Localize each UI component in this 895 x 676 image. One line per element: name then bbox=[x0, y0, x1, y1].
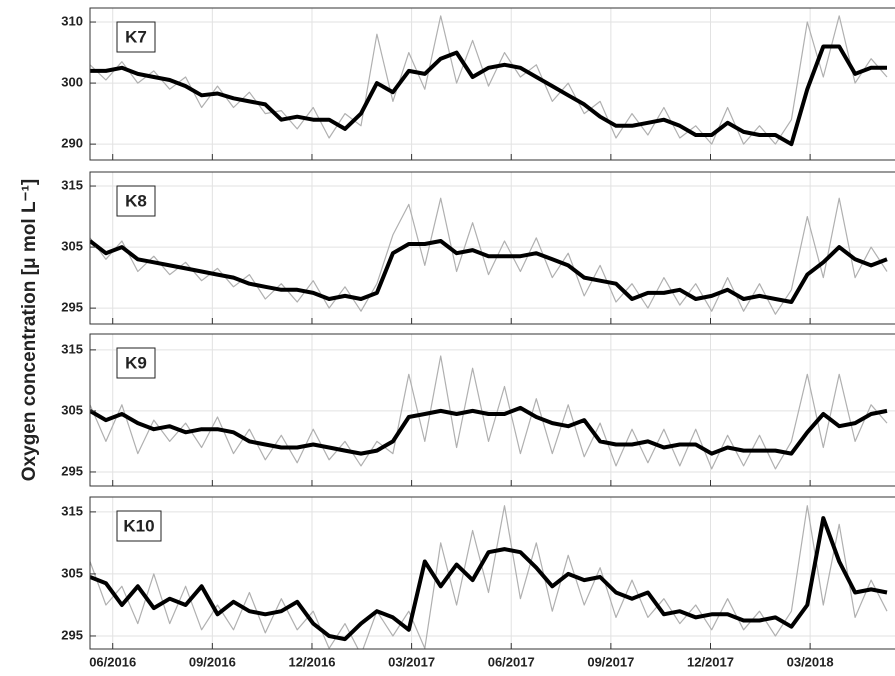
x-tick-label: 09/2016 bbox=[189, 654, 236, 669]
panel-label: K7 bbox=[125, 27, 147, 46]
panel-frame bbox=[89, 171, 895, 325]
panel-label: K9 bbox=[125, 353, 147, 372]
x-tick-label: 03/2017 bbox=[388, 654, 435, 669]
y-tick-label: 295 bbox=[61, 627, 83, 642]
x-tick-label: 09/2017 bbox=[587, 654, 634, 669]
panel-label-box bbox=[116, 21, 156, 53]
data-line bbox=[90, 44, 887, 147]
y-tick-label: 305 bbox=[61, 239, 83, 254]
y-axis-label: Oxygen concentration [μ mol L⁻¹] bbox=[19, 179, 40, 481]
data-line bbox=[90, 239, 888, 304]
y-tick-label: 300 bbox=[61, 75, 83, 90]
panel-frame bbox=[89, 496, 895, 650]
panel-frame bbox=[89, 7, 895, 161]
panel-bg bbox=[90, 172, 895, 324]
panel-label-box bbox=[116, 510, 162, 542]
panel-bg bbox=[90, 334, 895, 486]
x-tick-label: 03/2018 bbox=[787, 654, 834, 669]
y-tick-label: 305 bbox=[61, 402, 83, 417]
y-tick-label: 290 bbox=[61, 136, 83, 151]
x-tick-label: 06/2017 bbox=[488, 654, 535, 669]
y-tick-label: 310 bbox=[61, 13, 83, 28]
panel-bg bbox=[90, 8, 895, 160]
y-tick-label: 295 bbox=[61, 300, 83, 315]
panel-label: K10 bbox=[123, 516, 154, 535]
data-line bbox=[90, 516, 888, 642]
y-tick-label: 295 bbox=[61, 463, 83, 478]
x-tick-label: 12/2017 bbox=[687, 654, 734, 669]
y-tick-label: 305 bbox=[61, 565, 83, 580]
panel-label-box bbox=[116, 347, 156, 379]
y-tick-label: 315 bbox=[61, 177, 83, 192]
data-line bbox=[90, 405, 888, 456]
panel-frame bbox=[89, 333, 895, 487]
y-tick-label: 315 bbox=[61, 341, 83, 356]
y-tick-label: 315 bbox=[61, 503, 83, 518]
panel-label: K8 bbox=[125, 191, 147, 210]
x-tick-label: 12/2016 bbox=[288, 654, 335, 669]
data-line bbox=[90, 505, 888, 649]
panel-label-box bbox=[116, 185, 156, 217]
x-tick-label: 06/2016 bbox=[89, 654, 136, 669]
